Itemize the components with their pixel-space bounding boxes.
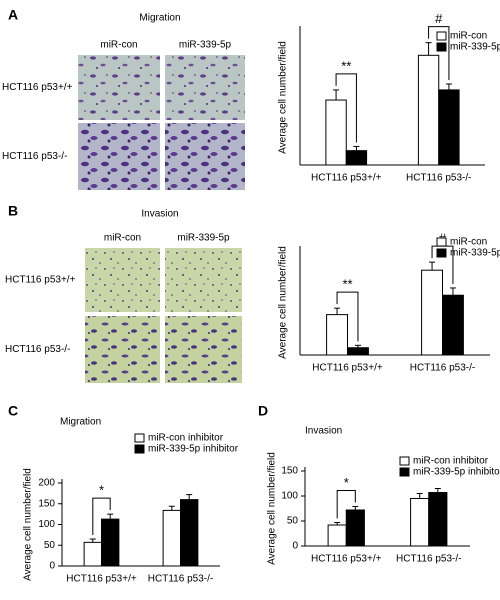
bar	[345, 509, 365, 547]
bar	[417, 54, 440, 166]
bar	[162, 509, 181, 567]
x-tick-label: HCT116 p53+/+	[312, 363, 383, 374]
legend-swatch	[436, 42, 447, 52]
significance-bracket	[336, 490, 356, 519]
row-label: HCT116 p53+/+	[2, 82, 73, 93]
legend-swatch	[134, 433, 145, 443]
y-axis-label: Average cell number/field	[267, 452, 278, 565]
annotation: **	[342, 277, 352, 292]
legend-swatch	[436, 237, 447, 247]
y-tick-label: 200	[38, 478, 55, 489]
micrograph	[165, 316, 242, 383]
legend-label: miR-con inhibitor	[148, 433, 224, 444]
annotation: #	[435, 11, 443, 26]
significance-bracket	[336, 291, 359, 342]
chart-title: Invasion	[305, 426, 342, 437]
x-tick-label: HCT116 p53+/+	[66, 574, 137, 585]
column-label: miR-con	[104, 233, 141, 244]
legend-label: miR-con	[450, 237, 487, 248]
row-label: HCT116 p53-/-	[5, 344, 70, 355]
annotation: *	[99, 483, 104, 498]
column-label: miR-339-5p	[177, 233, 230, 244]
significance-bracket	[92, 497, 111, 536]
micrograph-title: Migration	[139, 13, 180, 24]
y-tick-label: 100	[281, 491, 298, 502]
x-tick-label: HCT116 p53-/-	[148, 574, 213, 585]
column-label: miR-con	[100, 40, 137, 51]
micrograph	[78, 123, 160, 190]
x-tick-label: HCT116 p53-/-	[396, 554, 461, 565]
bar	[345, 150, 368, 166]
chart-title: Migration	[60, 417, 101, 428]
bar	[180, 499, 199, 567]
significance-bracket	[335, 73, 357, 143]
significance-bracket	[428, 26, 450, 80]
legend-label: miR-339-5p inhibitor	[148, 444, 239, 455]
y-tick-label: 0	[49, 561, 55, 572]
legend-swatch	[399, 467, 410, 477]
bar	[327, 524, 347, 547]
bar	[438, 89, 460, 166]
micrograph	[85, 248, 160, 312]
x-tick-label: HCT116 p53+/+	[311, 554, 382, 565]
legend-swatch	[134, 444, 145, 454]
legend-swatch	[436, 31, 447, 41]
x-tick-label: HCT116 p53+/+	[311, 173, 382, 184]
panel-letter: C	[8, 403, 18, 419]
y-tick-label: 100	[38, 519, 55, 530]
column-label: miR-339-5p	[179, 40, 232, 51]
y-axis-label: Average cell number/field	[23, 468, 34, 581]
legend-swatch	[436, 248, 447, 258]
y-tick-label: 50	[44, 540, 56, 551]
bar	[442, 294, 464, 356]
legend-label: miR-339-5p inhibitor	[413, 467, 500, 478]
bar	[101, 518, 120, 567]
legend-swatch	[399, 456, 410, 466]
panel-letter: D	[258, 403, 268, 419]
y-axis-label: Average cell number/field	[278, 246, 289, 359]
annotation: **	[341, 58, 351, 73]
micrograph	[165, 55, 245, 120]
legend-label: miR-339-5p	[450, 248, 500, 259]
y-tick-label: 0	[292, 541, 298, 552]
row-label: HCT116 p53-/-	[2, 151, 67, 162]
row-label: HCT116 p53+/+	[5, 275, 76, 286]
bar	[428, 492, 448, 547]
x-tick-label: HCT116 p53-/-	[410, 363, 475, 374]
micrograph	[78, 55, 160, 120]
bar	[326, 314, 349, 356]
y-tick-label: 150	[281, 466, 298, 477]
x-tick-label: HCT116 p53-/-	[406, 173, 471, 184]
micrograph	[85, 316, 160, 383]
micrograph-title: Invasion	[141, 209, 178, 220]
annotation: *	[344, 475, 349, 490]
bar	[347, 347, 369, 356]
bar	[410, 498, 430, 547]
panel-letter: B	[8, 203, 18, 219]
legend-label: miR-339-5p	[450, 42, 500, 53]
micrograph	[165, 248, 242, 312]
legend-label: miR-con inhibitor	[413, 456, 489, 467]
legend-label: miR-con	[450, 31, 487, 42]
bar	[325, 99, 347, 166]
bar	[421, 269, 444, 356]
panel-letter: A	[8, 7, 18, 23]
y-tick-label: 50	[287, 516, 299, 527]
micrograph	[165, 123, 245, 190]
y-axis-label: Average cell number/field	[278, 41, 289, 154]
bar	[83, 541, 103, 567]
y-tick-label: 150	[38, 498, 55, 509]
